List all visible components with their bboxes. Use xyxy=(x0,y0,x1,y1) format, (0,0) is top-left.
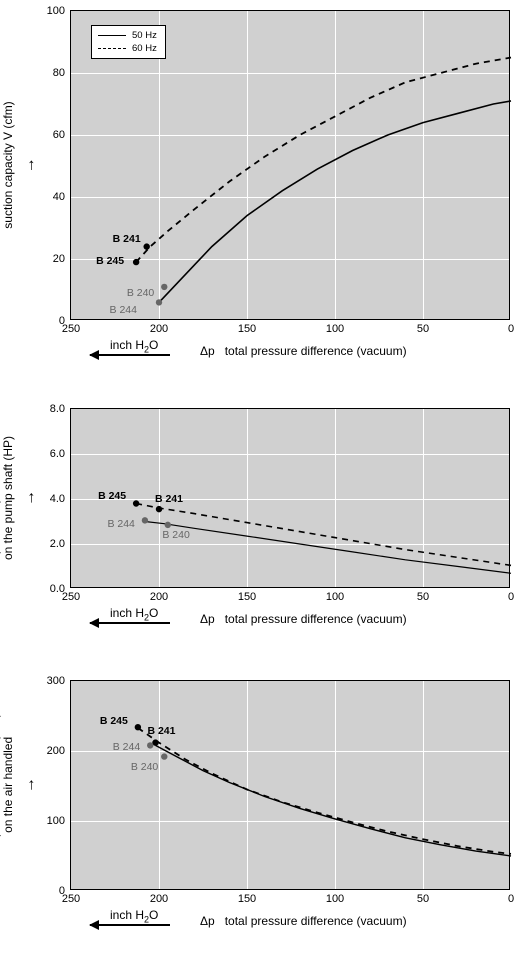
xtick: 100 xyxy=(326,889,344,905)
legend-50hz: 50 Hz xyxy=(132,30,157,41)
x-arrow-icon xyxy=(90,622,170,624)
y-axis-label: suction capacity V (cfm) xyxy=(1,101,15,228)
plot-area: 250200150100500020406080100B 244B 240B 2… xyxy=(70,10,510,320)
xtick: 50 xyxy=(417,587,429,603)
ytick: 80 xyxy=(53,67,71,79)
x-arrow-icon xyxy=(90,354,170,356)
ytick: 0 xyxy=(59,315,71,327)
ytick: 8.0 xyxy=(50,403,71,415)
xtick: 200 xyxy=(150,587,168,603)
x-axis-title: Δp total pressure difference (vacuum) xyxy=(200,344,407,358)
ytick: 0 xyxy=(59,885,71,897)
xtick: 150 xyxy=(238,587,256,603)
x-axis-title: Δp total pressure difference (vacuum) xyxy=(200,914,407,928)
curves-svg xyxy=(71,409,509,587)
chart-power: 2502001501005000.02.04.06.08.0B 245B 241… xyxy=(70,408,510,588)
x-arrow-icon xyxy=(90,924,170,926)
curves-svg xyxy=(71,681,509,889)
xtick: 50 xyxy=(417,319,429,335)
chart-suction: 250200150100500020406080100B 244B 240B 2… xyxy=(70,10,510,320)
ytick: 20 xyxy=(53,253,71,265)
xtick: 150 xyxy=(238,889,256,905)
xtick: 0 xyxy=(508,889,514,905)
xtick: 150 xyxy=(238,319,256,335)
x-unit: inch H2O xyxy=(110,606,158,622)
xtick: 100 xyxy=(326,587,344,603)
plot-area: 2502001501005000.02.04.06.08.0B 245B 241… xyxy=(70,408,510,588)
ytick: 60 xyxy=(53,129,71,141)
xtick: 200 xyxy=(150,889,168,905)
ytick: 40 xyxy=(53,191,71,203)
legend-60hz: 60 Hz xyxy=(132,43,157,54)
x-unit: inch H2O xyxy=(110,908,158,924)
ytick: 4.0 xyxy=(50,493,71,505)
x-axis-title: Δp total pressure difference (vacuum) xyxy=(200,612,407,626)
xtick: 100 xyxy=(326,319,344,335)
legend: 50 Hz 60 Hz xyxy=(91,25,166,59)
ytick: 100 xyxy=(47,815,71,827)
ytick: 100 xyxy=(47,5,71,17)
ytick: 300 xyxy=(47,675,71,687)
plot-area: 2502001501005000100200300B 245B 241B 244… xyxy=(70,680,510,890)
ytick: 200 xyxy=(47,745,71,757)
ytick: 2.0 xyxy=(50,538,71,550)
chart-temp: 2502001501005000100200300B 245B 241B 244… xyxy=(70,680,510,890)
ytick: 6.0 xyxy=(50,448,71,460)
xtick: 0 xyxy=(508,587,514,603)
y-axis-label: temperature rise ΔT (in F) on the air ha… xyxy=(0,713,15,857)
xtick: 50 xyxy=(417,889,429,905)
ytick: 0.0 xyxy=(50,583,71,595)
xtick: 0 xyxy=(508,319,514,335)
x-unit: inch H2O xyxy=(110,338,158,354)
y-axis-label: power requirement P on the pump shaft (H… xyxy=(0,436,15,560)
xtick: 200 xyxy=(150,319,168,335)
